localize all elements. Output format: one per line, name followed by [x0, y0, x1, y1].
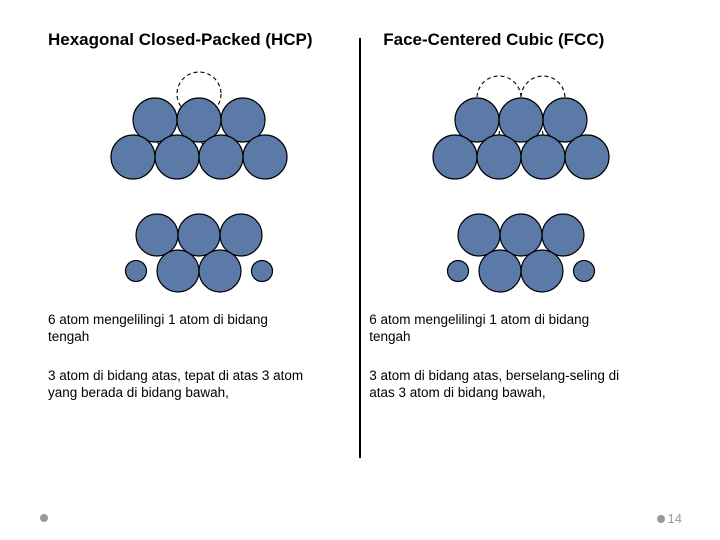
fcc-title: Face-Centered Cubic (FCC) [383, 30, 604, 50]
right-column: Face-Centered Cubic (FCC) 6 atom mengeli… [361, 30, 680, 490]
hcp-desc-2: 3 atom di bidang atas, tepat di atas 3 a… [48, 368, 308, 402]
fcc-desc-2: 3 atom di bidang atas, berselang-seling … [369, 368, 629, 402]
footer-bullet-icon [40, 514, 48, 522]
page-number: 14 [657, 511, 682, 526]
page: Hexagonal Closed-Packed (HCP) 6 atom men… [0, 0, 720, 540]
page-number-bullet-icon [657, 515, 665, 523]
left-column: Hexagonal Closed-Packed (HCP) 6 atom men… [40, 30, 359, 490]
fcc-desc-1: 6 atom mengelilingi 1 atom di bidang ten… [369, 312, 629, 346]
hcp-desc-1: 6 atom mengelilingi 1 atom di bidang ten… [48, 312, 308, 346]
page-number-text: 14 [668, 511, 682, 526]
fcc-top-diagram [369, 60, 672, 185]
hcp-top-diagram [48, 60, 351, 185]
hcp-title: Hexagonal Closed-Packed (HCP) [48, 30, 313, 50]
fcc-side-diagram [369, 185, 672, 300]
hcp-side-diagram [48, 185, 351, 300]
